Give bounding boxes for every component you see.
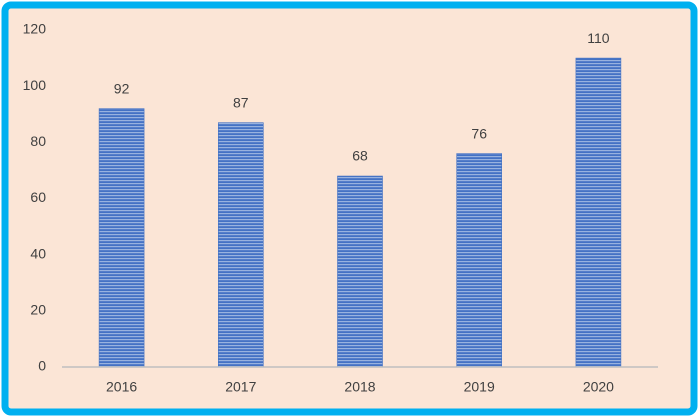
bar [218,122,264,368]
bar [98,108,145,368]
y-tick-label: 80 [30,133,46,149]
y-tick-label: 0 [38,358,46,374]
x-tick-label: 2019 [464,379,495,395]
data-label: 110 [587,30,610,46]
bar [575,57,622,368]
y-tick-label: 40 [30,245,46,261]
y-tick-label: 20 [30,302,46,318]
data-label: 92 [114,80,130,96]
x-tick-label: 2016 [106,379,137,395]
y-tick-label: 120 [23,21,47,37]
y-tick-label: 60 [30,189,46,205]
x-tick-label: 2017 [225,379,256,395]
y-tick-label: 100 [23,77,47,93]
bar [337,175,383,368]
data-label: 68 [352,148,368,164]
x-tick-label: 2018 [344,379,375,395]
bar [456,153,503,368]
data-label: 76 [471,125,487,141]
x-tick-label: 2020 [583,379,614,395]
data-label: 87 [233,94,249,110]
